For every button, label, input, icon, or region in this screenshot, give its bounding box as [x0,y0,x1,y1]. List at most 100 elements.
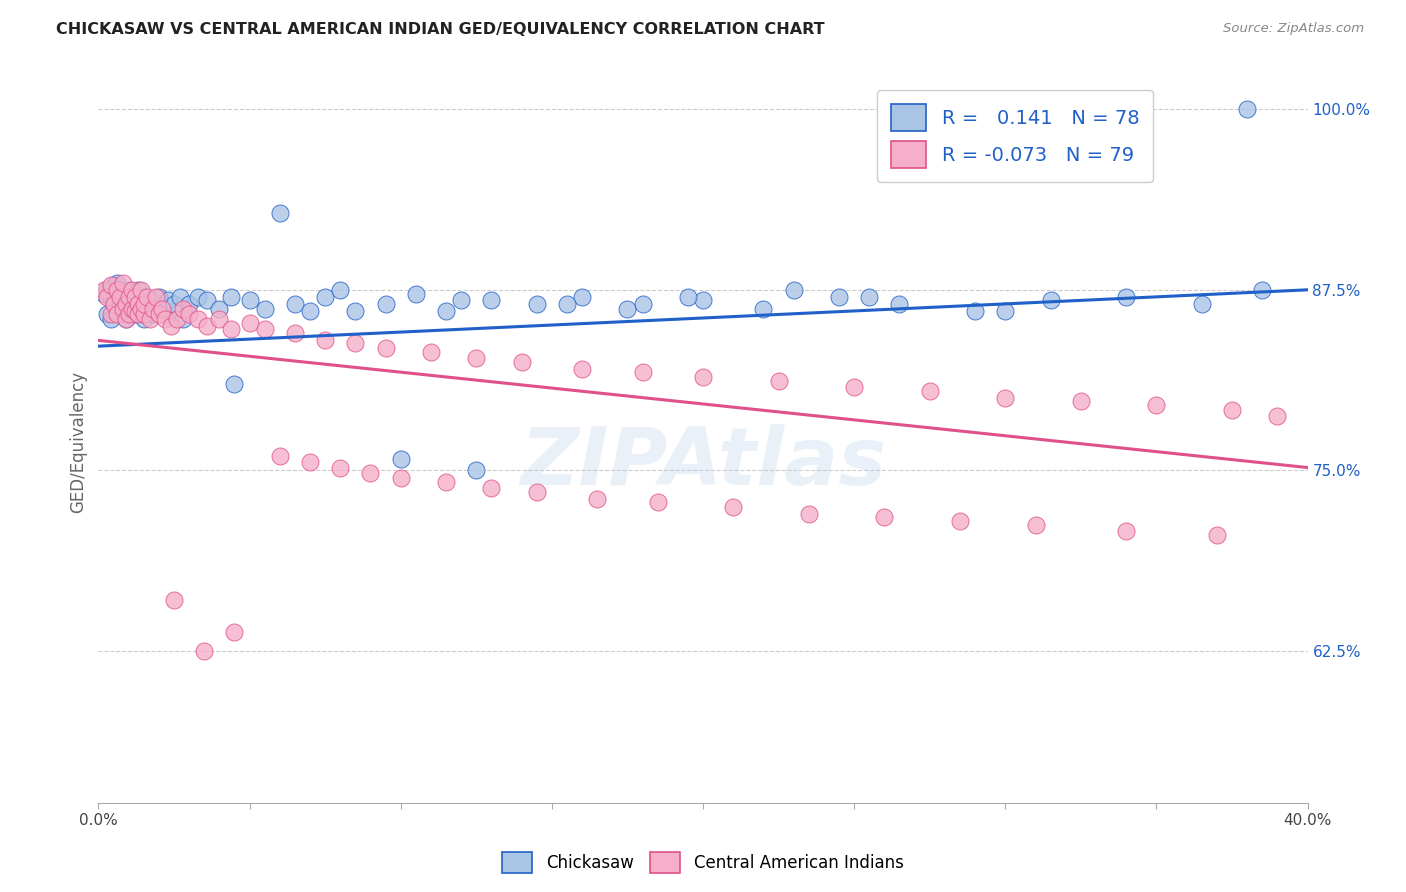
Point [100,278,122,293]
Point [526,485,548,500]
Point [571,290,593,304]
Point [269,206,291,220]
Point [129,283,152,297]
Point [616,301,638,316]
Point [374,297,396,311]
Point [208,311,231,326]
Point [450,293,472,307]
Point [631,297,654,311]
Point [768,374,790,388]
Point [314,334,336,348]
Point [284,297,307,311]
Point [434,475,457,489]
Point [118,304,141,318]
Point [132,290,155,304]
Point [420,345,443,359]
Point [1206,528,1229,542]
Point [114,311,136,326]
Point [1267,409,1289,423]
Point [858,290,880,304]
Point [114,301,136,316]
Point [828,290,851,304]
Point [692,369,714,384]
Point [389,471,412,485]
Point [374,341,396,355]
Point [145,290,167,304]
Point [481,293,503,307]
Point [631,365,654,379]
Point [1220,402,1243,417]
Point [105,304,128,318]
Point [253,301,276,316]
Point [111,290,134,304]
Point [153,311,176,326]
Point [526,297,548,311]
Point [163,593,186,607]
Point [195,293,218,307]
Point [111,276,134,290]
Point [156,293,179,307]
Point [389,451,412,466]
Point [121,301,143,316]
Point [118,307,141,321]
Point [142,301,165,316]
Point [96,290,118,304]
Point [132,307,155,321]
Point [121,287,143,301]
Point [163,297,186,311]
Point [135,301,157,316]
Point [108,283,131,297]
Point [93,283,115,297]
Point [150,301,173,316]
Point [166,311,188,326]
Point [405,287,427,301]
Point [127,297,149,311]
Point [103,278,125,293]
Point [889,297,911,311]
Point [253,322,276,336]
Text: Source: ZipAtlas.com: Source: ZipAtlas.com [1223,22,1364,36]
Point [169,290,191,304]
Point [208,301,231,316]
Point [783,283,806,297]
Point [160,318,183,333]
Point [105,307,128,321]
Point [314,290,336,304]
Point [105,276,128,290]
Point [1115,290,1137,304]
Point [647,495,669,509]
Point [114,297,136,311]
Point [153,307,176,321]
Point [100,290,122,304]
Point [139,311,162,326]
Point [224,625,246,640]
Point [135,290,157,304]
Point [510,355,533,369]
Point [148,290,170,304]
Point [114,311,136,326]
Point [103,297,125,311]
Point [103,297,125,311]
Point [127,301,149,316]
Point [360,467,382,481]
Point [797,507,820,521]
Point [124,304,146,318]
Point [269,449,291,463]
Point [96,283,118,297]
Legend: R =   0.141   N = 78, R = -0.073   N = 79: R = 0.141 N = 78, R = -0.073 N = 79 [877,90,1153,182]
Point [187,311,209,326]
Point [111,301,134,316]
Point [193,644,215,658]
Point [224,376,246,391]
Point [142,307,165,321]
Point [1115,524,1137,538]
Point [105,283,128,297]
Point [239,316,262,330]
Point [96,307,118,321]
Point [93,287,115,301]
Text: ZIPAtlas: ZIPAtlas [520,425,886,502]
Point [121,297,143,311]
Point [965,304,987,318]
Point [100,307,122,321]
Point [127,307,149,321]
